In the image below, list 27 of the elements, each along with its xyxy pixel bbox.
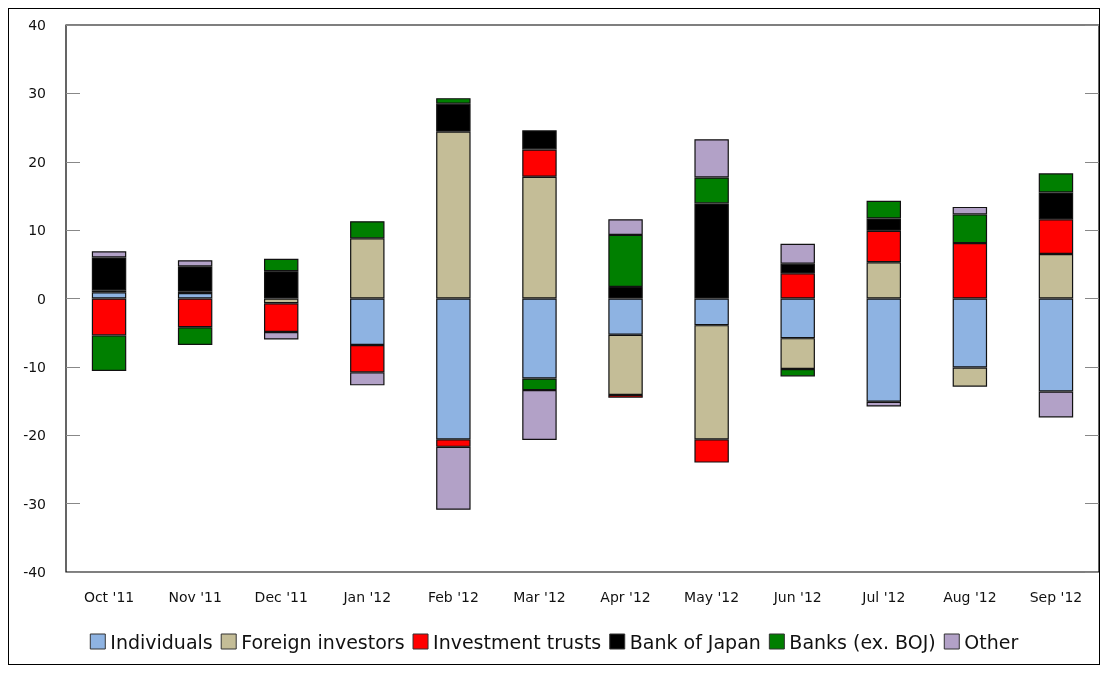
y-tick-label: -10: [23, 358, 46, 375]
x-tick-label: Oct '11: [83, 589, 135, 605]
y-tick-label: 10: [28, 222, 46, 239]
y-tick-label: 30: [28, 85, 46, 102]
x-tick-label: Mar '12: [513, 589, 566, 605]
legend-label: Investment trusts: [433, 630, 602, 653]
y-tick-label: -40: [23, 564, 46, 580]
x-tick-label: Apr '12: [600, 589, 651, 605]
x-tick-label: Jan '12: [342, 589, 392, 605]
y-tick-label: 0: [37, 290, 46, 307]
x-tick-label: May '12: [684, 589, 740, 605]
y-tick-label: 40: [28, 17, 46, 33]
x-tick-label: Feb '12: [427, 589, 479, 605]
legend-label: Banks (ex. BOJ): [789, 630, 936, 653]
legend-label: Other: [964, 630, 1019, 653]
x-tick-label: Aug '12: [943, 589, 997, 605]
x-tick-label: Sep '12: [1029, 589, 1083, 605]
y-tick-label: 20: [28, 153, 46, 170]
x-tick-label: Jun '12: [772, 589, 822, 605]
legend-label: Foreign investors: [241, 630, 405, 653]
y-tick-label: -20: [23, 427, 46, 444]
y-tick-label: -30: [23, 495, 46, 512]
x-tick-label: Jul '12: [861, 589, 906, 605]
x-tick-label: Nov '11: [168, 589, 222, 605]
legend-label: Bank of Japan: [629, 630, 761, 653]
legend-label: Individuals: [110, 630, 213, 653]
x-tick-label: Dec '11: [254, 589, 308, 605]
